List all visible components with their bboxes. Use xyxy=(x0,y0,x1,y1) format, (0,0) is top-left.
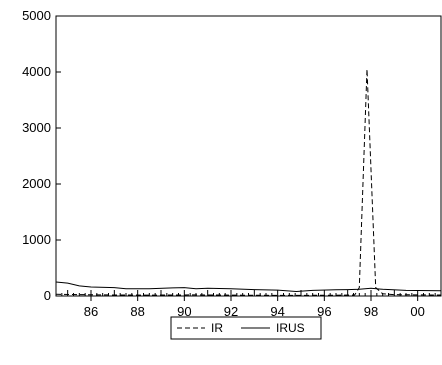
x-tick-label: 00 xyxy=(410,304,424,319)
x-axis: 86 88 90 92 94 96 98 00 xyxy=(55,290,442,319)
y-tick-label: 5000 xyxy=(22,8,51,23)
x-tick-label: 88 xyxy=(130,304,144,319)
legend-irus-label: IRUS xyxy=(276,321,305,335)
series-line-ir xyxy=(55,69,442,296)
series-line-irus xyxy=(55,281,442,293)
x-tick-label: 98 xyxy=(364,304,378,319)
y-tick-label: 2000 xyxy=(22,176,51,191)
series-layer xyxy=(55,69,442,296)
y-tick-label: 1000 xyxy=(22,232,51,247)
legend-ir-label: IR xyxy=(211,321,223,335)
y-axis: 0 1000 2000 3000 4000 5000 xyxy=(22,8,61,303)
x-tick-label: 86 xyxy=(84,304,98,319)
x-tick-label: 96 xyxy=(317,304,331,319)
x-tick-label: 90 xyxy=(177,304,191,319)
x-tick-label: 94 xyxy=(270,304,284,319)
legend: IR IRUS xyxy=(170,316,322,340)
plot-frame xyxy=(55,15,442,297)
y-tick-label: 4000 xyxy=(22,64,51,79)
y-tick-label: 0 xyxy=(44,288,51,303)
x-tick-label: 92 xyxy=(224,304,238,319)
y-tick-label: 3000 xyxy=(22,120,51,135)
